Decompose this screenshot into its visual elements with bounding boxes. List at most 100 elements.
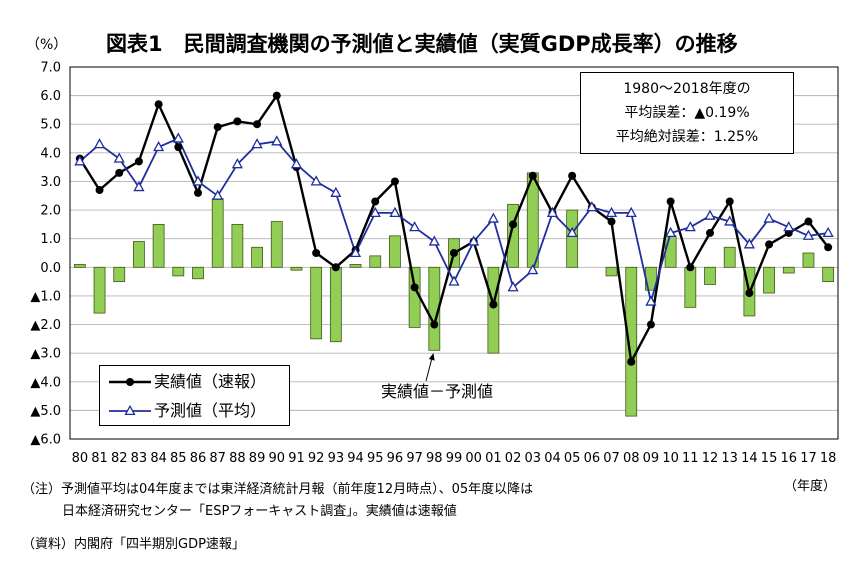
diff-bar	[270, 221, 283, 268]
actual-point	[765, 240, 774, 249]
x-tick-label: 97	[406, 451, 423, 466]
forecast-point	[822, 226, 834, 238]
diff-bar	[251, 246, 263, 268]
actual-point	[666, 197, 675, 206]
x-tick-label: 90	[268, 451, 285, 466]
forecast-point	[310, 175, 322, 186]
x-tick-label: 05	[564, 451, 581, 466]
diff-bar	[211, 198, 224, 268]
forecast-point	[153, 140, 165, 152]
diff-bar	[349, 264, 362, 268]
legend-item-actual: 実績値（速報）	[100, 371, 289, 393]
x-tick-label: 10	[662, 451, 679, 466]
x-tick-label: 00	[465, 451, 482, 466]
x-tick-label: 85	[170, 451, 187, 466]
x-tick-label: 09	[643, 451, 660, 466]
y-tick-label: ▲1.0	[30, 289, 61, 304]
legend-swatch-marker	[126, 378, 134, 386]
forecast-point	[507, 281, 519, 292]
x-tick-label: 87	[209, 451, 226, 466]
diff-bar	[172, 266, 185, 277]
legend-label-forecast: 予測値（平均）	[154, 401, 267, 420]
diff-bar	[605, 266, 618, 277]
actual-point	[725, 197, 734, 206]
actual-point	[312, 249, 321, 257]
diff-bar	[93, 266, 106, 314]
x-tick-label: 88	[229, 451, 246, 466]
actual-point	[745, 289, 754, 298]
diff-bar	[723, 246, 736, 268]
forecast-point	[428, 235, 440, 246]
diff-bar	[704, 266, 716, 285]
diff-bar	[487, 266, 500, 354]
x-tick-label: 91	[288, 451, 305, 466]
actual-point	[213, 123, 222, 132]
actual-point	[95, 186, 104, 195]
actual-point	[646, 320, 655, 329]
actual-point	[706, 228, 714, 237]
series-markers	[74, 91, 834, 366]
actual-point	[253, 120, 262, 129]
x-tick-label: 08	[623, 451, 640, 466]
y-tick-label: 2.0	[40, 204, 61, 219]
legend-swatch-marker	[124, 404, 136, 416]
stats-mean-error: 平均誤差：▲0.19%	[624, 105, 750, 121]
x-axis-tick-labels: 80 81 82 83 84 85 86 87 88 89 90 91 92 93 94 95 96 97 98 99…	[72, 451, 837, 466]
actual-point	[824, 243, 833, 252]
diff-bar	[192, 266, 204, 280]
actual-point	[410, 283, 419, 292]
diff-bar	[625, 266, 638, 417]
y-tick-label: 5.0	[40, 118, 61, 133]
forecast-point	[802, 229, 815, 240]
x-tick-label: 83	[131, 451, 148, 466]
legend-label-actual: 実績値（速報）	[154, 372, 267, 391]
forecast-point	[724, 215, 736, 226]
annotation-arrow	[425, 353, 435, 382]
forecast-point	[271, 135, 283, 146]
x-tick-label: 81	[91, 451, 108, 466]
diff-bar	[73, 264, 86, 268]
x-tick-label: 82	[111, 451, 128, 466]
actual-point	[607, 217, 616, 226]
chart-title: 図表1 民間調査機関の予測値と実績値（実質GDP成長率）の推移	[106, 32, 738, 56]
x-tick-label: 16	[780, 451, 797, 466]
actual-point	[509, 220, 518, 229]
x-tick-label: 18	[820, 451, 837, 466]
y-tick-label: 0.0	[40, 261, 61, 276]
x-tick-label: 99	[446, 451, 463, 466]
diff-bar	[684, 266, 697, 308]
y-tick-label: 6.0	[40, 89, 61, 104]
footnote-line-1: （注）予測値平均は04年度までは東洋経済統計月報（前年度12月時点）、05年度以…	[22, 482, 534, 497]
annotation-arrow-line	[425, 357, 433, 382]
diff-bar	[822, 266, 835, 283]
forecast-point	[743, 238, 755, 249]
x-tick-label: 94	[347, 451, 364, 466]
diff-bar	[369, 255, 382, 268]
y-tick-label: ▲3.0	[30, 347, 61, 362]
x-tick-label: 98	[426, 451, 443, 466]
forecast-point	[251, 138, 263, 149]
forecast-point	[684, 221, 696, 232]
legend-swatch-forecast	[109, 404, 151, 416]
stats-mean-absolute-error: 平均絶対誤差：1.25%	[615, 129, 759, 145]
forecast-point	[468, 235, 480, 246]
actual-point	[568, 171, 577, 180]
actual-point	[390, 177, 399, 186]
x-tick-label: 01	[485, 451, 502, 466]
x-tick-label: 80	[72, 451, 89, 466]
forecast-point	[330, 186, 342, 197]
actual-point	[115, 168, 124, 177]
y-tick-label: 1.0	[40, 232, 61, 247]
x-tick-label: 95	[367, 451, 384, 466]
forecast-point	[349, 246, 362, 258]
x-tick-label: 15	[761, 451, 778, 466]
forecast-point	[74, 155, 86, 166]
diff-bar	[664, 235, 677, 268]
y-axis-tick-labels: 7.0 6.0 5.0 4.0 3.0 2.0 1.0 0.0 ▲1.0 ▲2.0 ▲3.0 ▲4.0…	[30, 61, 61, 448]
stats-period: 1980～2018年度の	[623, 81, 751, 97]
x-tick-label: 96	[387, 451, 404, 466]
forecast-point	[212, 189, 224, 200]
actual-point	[686, 263, 695, 272]
x-tick-label: 06	[584, 451, 601, 466]
